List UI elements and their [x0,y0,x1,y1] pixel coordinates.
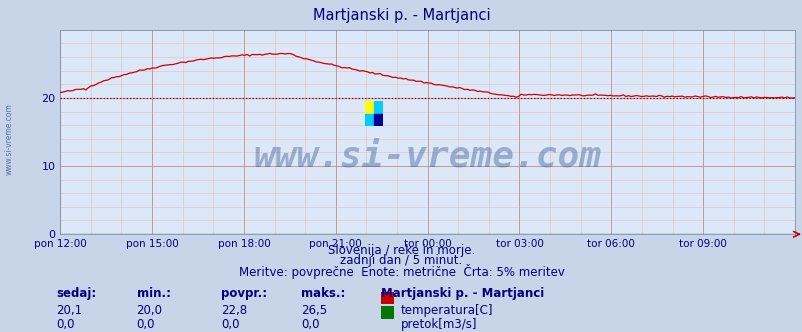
Text: Martjanski p. - Martjanci: Martjanski p. - Martjanci [312,8,490,23]
Text: min.:: min.: [136,287,170,300]
Text: povpr.:: povpr.: [221,287,266,300]
Text: temperatura[C]: temperatura[C] [400,304,492,317]
Text: Meritve: povprečne  Enote: metrične  Črta: 5% meritev: Meritve: povprečne Enote: metrične Črta:… [238,264,564,279]
Text: pretok[m3/s]: pretok[m3/s] [400,318,476,331]
Bar [374,101,383,114]
Text: www.si-vreme.com: www.si-vreme.com [253,139,601,174]
Text: 20,1: 20,1 [56,304,83,317]
Text: Slovenija / reke in morje.: Slovenija / reke in morje. [327,244,475,257]
Bar [365,114,374,126]
Text: 22,8: 22,8 [221,304,247,317]
Text: zadnji dan / 5 minut.: zadnji dan / 5 minut. [340,254,462,267]
Text: 20,0: 20,0 [136,304,162,317]
Text: www.si-vreme.com: www.si-vreme.com [5,104,14,175]
Bar [374,114,383,126]
Text: 26,5: 26,5 [301,304,327,317]
Text: sedaj:: sedaj: [56,287,96,300]
Text: Martjanski p. - Martjanci: Martjanski p. - Martjanci [381,287,544,300]
Text: 0,0: 0,0 [301,318,319,331]
Text: maks.:: maks.: [301,287,345,300]
Text: 0,0: 0,0 [56,318,75,331]
Text: 0,0: 0,0 [221,318,239,331]
Text: 0,0: 0,0 [136,318,155,331]
Bar [365,101,374,114]
